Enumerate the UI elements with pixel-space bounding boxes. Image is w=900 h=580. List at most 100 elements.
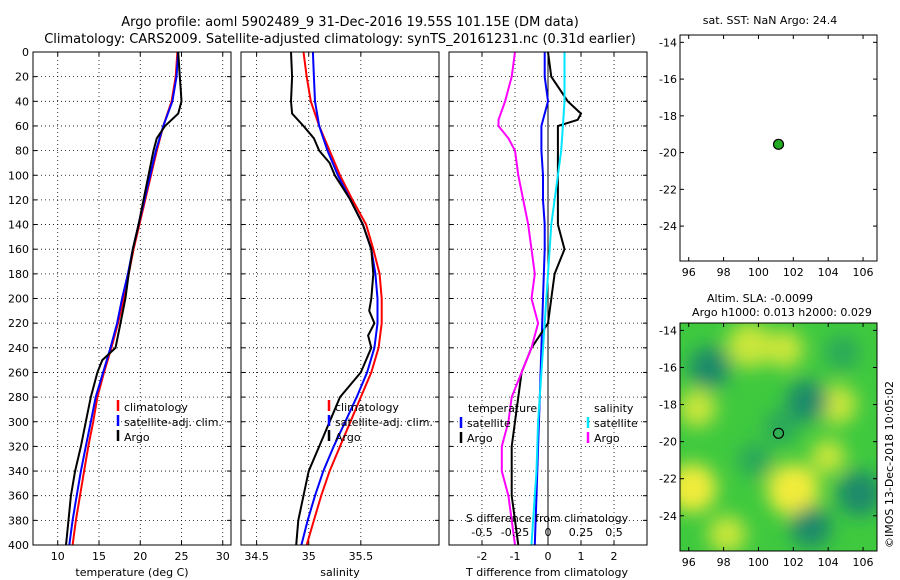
y-tick-label: 40 <box>15 95 29 108</box>
y-tick-label: -24 <box>659 220 677 233</box>
x-tick-label: -2 <box>477 550 488 563</box>
legend-entry: Argo <box>124 431 150 444</box>
y-tick-label: -24 <box>659 510 677 523</box>
title-line-2: Climatology: CARS2009. Satellite-adjuste… <box>44 32 636 47</box>
x-tick-label: 102 <box>783 556 804 569</box>
imos-watermark: ©IMOS 13-Dec-2018 10:05:02 <box>883 381 896 548</box>
y-tick-label: -14 <box>659 324 677 337</box>
legend-entry: satellite <box>594 417 638 430</box>
y-tick-label: 80 <box>15 145 29 158</box>
y-tick-label: 140 <box>8 219 29 232</box>
legend-entry: satellite <box>467 417 511 430</box>
temperature-argo-line <box>65 51 183 546</box>
x-tick-label: 102 <box>783 266 804 279</box>
x-tick-label: 20 <box>133 550 147 563</box>
y-tick-label: 100 <box>8 169 29 182</box>
y-tick-label: -18 <box>659 110 677 123</box>
s-x-tick-label: -0.5 <box>471 526 492 539</box>
sla-anomaly-blob <box>824 335 860 370</box>
y-tick-label: -22 <box>659 473 677 486</box>
sla-map-panel: 96 98 100 102 104 106 -14 -16 -18 -20 -22 -24 Altim.… <box>659 292 878 569</box>
axes-frame <box>32 51 232 546</box>
s-x-tick-label: 0 <box>545 526 552 539</box>
y-tick-label: -16 <box>659 73 677 86</box>
s-x-tick-label: 0.25 <box>569 526 594 539</box>
x-tick-label: -1 <box>510 550 521 563</box>
y-tick-label: 400 <box>8 539 29 552</box>
axes-frame <box>448 51 648 546</box>
salinity-argo-line <box>289 51 376 546</box>
x-tick-label: 30 <box>216 550 230 563</box>
title-line-1: Argo profile: aoml 5902489_9 31-Dec-2016… <box>121 15 579 30</box>
s-x-tick-label: -0.25 <box>501 526 529 539</box>
y-tick-label: -16 <box>659 361 677 374</box>
s-satellite-difference-line <box>530 52 566 546</box>
sla-heatmap <box>680 323 877 551</box>
x-tick-label: 2 <box>611 550 618 563</box>
y-tick-label: 200 <box>8 293 29 306</box>
y-tick-label: 20 <box>15 71 29 84</box>
y-tick-label: 300 <box>8 416 29 429</box>
sla-anomaly-blob <box>789 506 832 548</box>
sst-map-panel: 96 98 100 102 104 106 -14 -16 -18 -20 -22 -24 sat. S… <box>659 14 878 279</box>
temperature-satellite-line <box>68 51 180 546</box>
sla-anomaly-blob <box>763 409 799 445</box>
y-tick-label: -20 <box>659 147 677 160</box>
salinity-profile-panel: 34.5 35 35.5 salinity climatology satellite-a… <box>240 51 440 579</box>
y-tick-label: -18 <box>659 399 677 412</box>
x-tick-label: 98 <box>717 556 731 569</box>
y-tick-label: 220 <box>8 317 29 330</box>
temperature-profile-panel: 10 15 20 25 30020406080100120140160180200220… <box>8 46 232 579</box>
y-tick-label: 240 <box>8 342 29 355</box>
sla-map-title-line-2: Argo h1000: 0.013 h2000: 0.029 <box>692 306 872 319</box>
x-tick-label: 98 <box>717 266 731 279</box>
argo-float-marker <box>772 138 785 150</box>
x-tick-label: 100 <box>748 266 769 279</box>
x-tick-label: 106 <box>853 266 874 279</box>
legend-entry: Argo <box>335 431 361 444</box>
legend-entry: Argo <box>594 432 620 445</box>
x-tick-label: 25 <box>175 550 189 563</box>
sla-map-title-line-1: Altim. SLA: -0.0099 <box>707 292 813 305</box>
sla-anomaly-blob <box>767 463 820 517</box>
figure-header: Argo profile: aoml 5902489_9 31-Dec-2016… <box>44 15 636 47</box>
x-tick-label: 34.5 <box>244 550 269 563</box>
sla-anomaly-blob <box>836 470 877 517</box>
sla-anomaly-blob <box>810 439 846 474</box>
t-argo-difference-line <box>510 51 583 546</box>
s-argo-difference-line <box>497 51 540 546</box>
sla-anomaly-blob <box>737 442 773 478</box>
y-tick-label: 360 <box>8 490 29 503</box>
y-tick-label: 60 <box>15 120 29 133</box>
y-tick-label: -20 <box>659 436 677 449</box>
sla-anomaly-blob <box>786 380 829 422</box>
sla-heatmap-field <box>680 323 877 551</box>
x-tick-label: 100 <box>748 556 769 569</box>
x-tick-label: 15 <box>92 550 106 563</box>
temperature-legend-title: temperature <box>468 402 537 415</box>
axes-frame <box>679 34 878 262</box>
y-tick-label: 0 <box>22 46 29 59</box>
x-tick-label: 0 <box>545 550 552 563</box>
y-tick-label: 320 <box>8 440 29 453</box>
y-tick-label: 120 <box>8 194 29 207</box>
sla-anomaly-blob <box>708 515 747 551</box>
x-tick-label: 96 <box>682 266 696 279</box>
y-tick-label: 380 <box>8 514 29 527</box>
x-tick-label: 104 <box>818 556 839 569</box>
salinity-legend-title: salinity <box>594 402 634 415</box>
x-tick-label: 10 <box>51 550 65 563</box>
s-x-tick-label: 0.5 <box>605 526 623 539</box>
y-tick-label: 340 <box>8 465 29 478</box>
y-tick-label: 160 <box>8 243 29 256</box>
x-tick-label: 35.5 <box>349 550 374 563</box>
axes-frame <box>240 51 440 546</box>
t-difference-axis-label: T difference from climatology <box>465 566 628 579</box>
legend-entry: climatology <box>335 401 399 414</box>
legend-entry: Argo <box>467 432 493 445</box>
s-difference-axis-label: S difference from climatology <box>466 512 629 525</box>
sla-anomaly-blob <box>765 329 804 368</box>
temperature-x-axis-label: temperature (deg C) <box>75 566 188 579</box>
y-tick-label: 180 <box>8 268 29 281</box>
